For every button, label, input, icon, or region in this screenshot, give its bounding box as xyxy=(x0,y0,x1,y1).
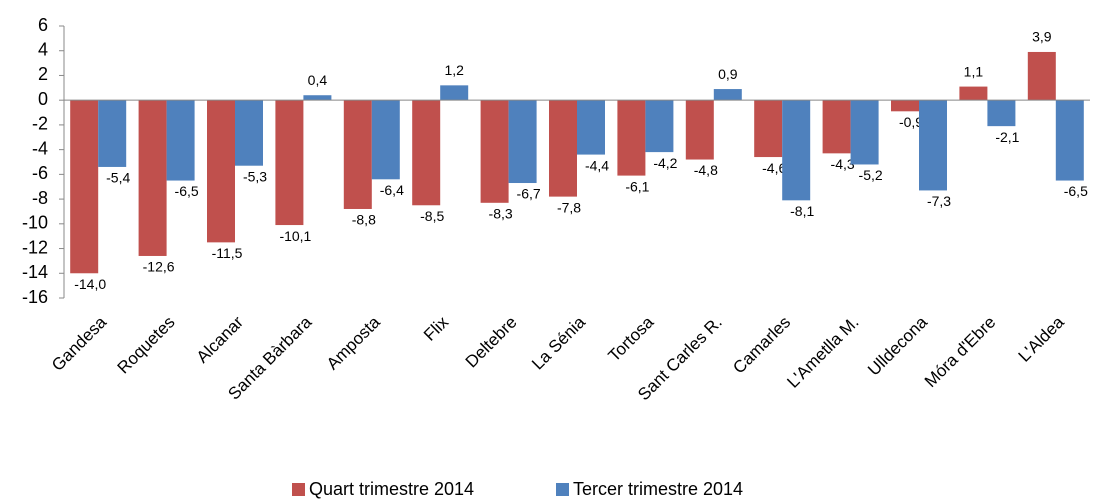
x-tick-label: Amposta xyxy=(323,312,384,373)
data-label: 1,2 xyxy=(444,62,464,78)
bar xyxy=(1027,51,1056,101)
data-label: -8,1 xyxy=(790,203,814,219)
data-label: -4,4 xyxy=(585,157,609,173)
data-label: -4,3 xyxy=(831,156,855,172)
legend-label: Tercer trimestre 2014 xyxy=(573,479,743,499)
x-tick-label: Alcanar xyxy=(193,312,247,366)
x-tick-label: Camarles xyxy=(729,313,794,378)
bar xyxy=(480,100,509,203)
y-tick-label: 2 xyxy=(38,64,48,84)
legend-swatch xyxy=(556,483,569,496)
data-label: -4,6 xyxy=(762,160,786,176)
data-label: -8,8 xyxy=(352,212,376,228)
data-label: -12,6 xyxy=(143,259,175,275)
data-label: -6,5 xyxy=(175,183,199,199)
y-tick-label: 0 xyxy=(38,89,48,109)
data-label: -6,7 xyxy=(517,186,541,202)
data-label: 3,9 xyxy=(1032,29,1052,45)
data-label: -5,2 xyxy=(859,167,883,183)
data-label: -11,5 xyxy=(212,245,243,261)
bar xyxy=(713,89,742,101)
bar xyxy=(891,100,919,112)
x-tick-label: Móra d'Ebre xyxy=(921,313,1000,392)
bar xyxy=(1055,100,1084,181)
bar xyxy=(303,95,332,101)
data-label: -6,1 xyxy=(625,178,649,194)
y-tick-label: -10 xyxy=(22,213,48,233)
data-label: -2,1 xyxy=(995,129,1019,145)
x-tick-label: Ulldecona xyxy=(864,312,931,379)
bar xyxy=(70,100,99,274)
bar xyxy=(919,100,947,191)
data-label: -7,3 xyxy=(927,193,951,209)
bar xyxy=(98,100,127,167)
data-label: -14,0 xyxy=(74,276,106,292)
x-tick-label: Tortosa xyxy=(605,312,658,365)
x-tick-label: Gandesa xyxy=(48,312,111,375)
legend-swatch xyxy=(292,483,305,496)
data-label: -6,5 xyxy=(1064,183,1088,199)
data-label: -5,3 xyxy=(243,168,267,184)
bar xyxy=(959,86,988,101)
y-tick-label: 4 xyxy=(38,39,48,59)
bar xyxy=(685,100,714,160)
bar xyxy=(645,100,674,153)
bar xyxy=(166,100,195,181)
x-tick-label: Deltebre xyxy=(462,313,521,372)
data-label: -6,4 xyxy=(380,182,404,198)
bar xyxy=(549,100,577,197)
bar xyxy=(782,100,811,201)
bar xyxy=(343,100,372,209)
bar xyxy=(207,100,235,243)
bar xyxy=(275,100,304,226)
y-tick-label: -6 xyxy=(32,163,48,183)
bar xyxy=(617,100,646,176)
x-tick-label: L'Ametlla M. xyxy=(783,313,862,392)
y-tick-label: 6 xyxy=(38,15,48,35)
y-tick-label: -8 xyxy=(32,188,48,208)
bar xyxy=(440,85,469,101)
data-label: -4,8 xyxy=(694,162,718,178)
bar xyxy=(987,100,1016,127)
bar xyxy=(412,100,441,206)
data-label: 0,4 xyxy=(308,72,328,88)
x-tick-label: La Sénia xyxy=(528,312,589,373)
data-label: -7,8 xyxy=(557,199,581,215)
x-tick-label: L'Aldea xyxy=(1015,312,1069,366)
bar xyxy=(822,100,851,154)
y-tick-label: -4 xyxy=(32,138,48,158)
data-label: 0,9 xyxy=(718,66,738,82)
data-label: -8,3 xyxy=(489,206,513,222)
x-tick-label: Roquetes xyxy=(114,313,179,378)
data-label: -10,1 xyxy=(279,228,311,244)
data-label: -4,2 xyxy=(653,155,677,171)
data-label: -8,5 xyxy=(420,208,444,224)
bar xyxy=(138,100,167,256)
legend-label: Quart trimestre 2014 xyxy=(309,479,474,499)
data-label: 1,1 xyxy=(964,63,984,79)
y-tick-label: -14 xyxy=(22,262,48,282)
y-tick-label: -2 xyxy=(32,114,48,134)
bar xyxy=(754,100,783,158)
bar xyxy=(850,100,879,165)
data-label: -5,4 xyxy=(106,170,130,186)
data-label: -0,9 xyxy=(899,114,923,130)
x-tick-label: Flix xyxy=(420,312,452,344)
bar xyxy=(235,100,263,166)
y-tick-label: -16 xyxy=(22,287,48,307)
bar xyxy=(508,100,537,184)
bar xyxy=(371,100,400,180)
y-tick-label: -12 xyxy=(22,237,48,257)
bar xyxy=(577,100,605,155)
